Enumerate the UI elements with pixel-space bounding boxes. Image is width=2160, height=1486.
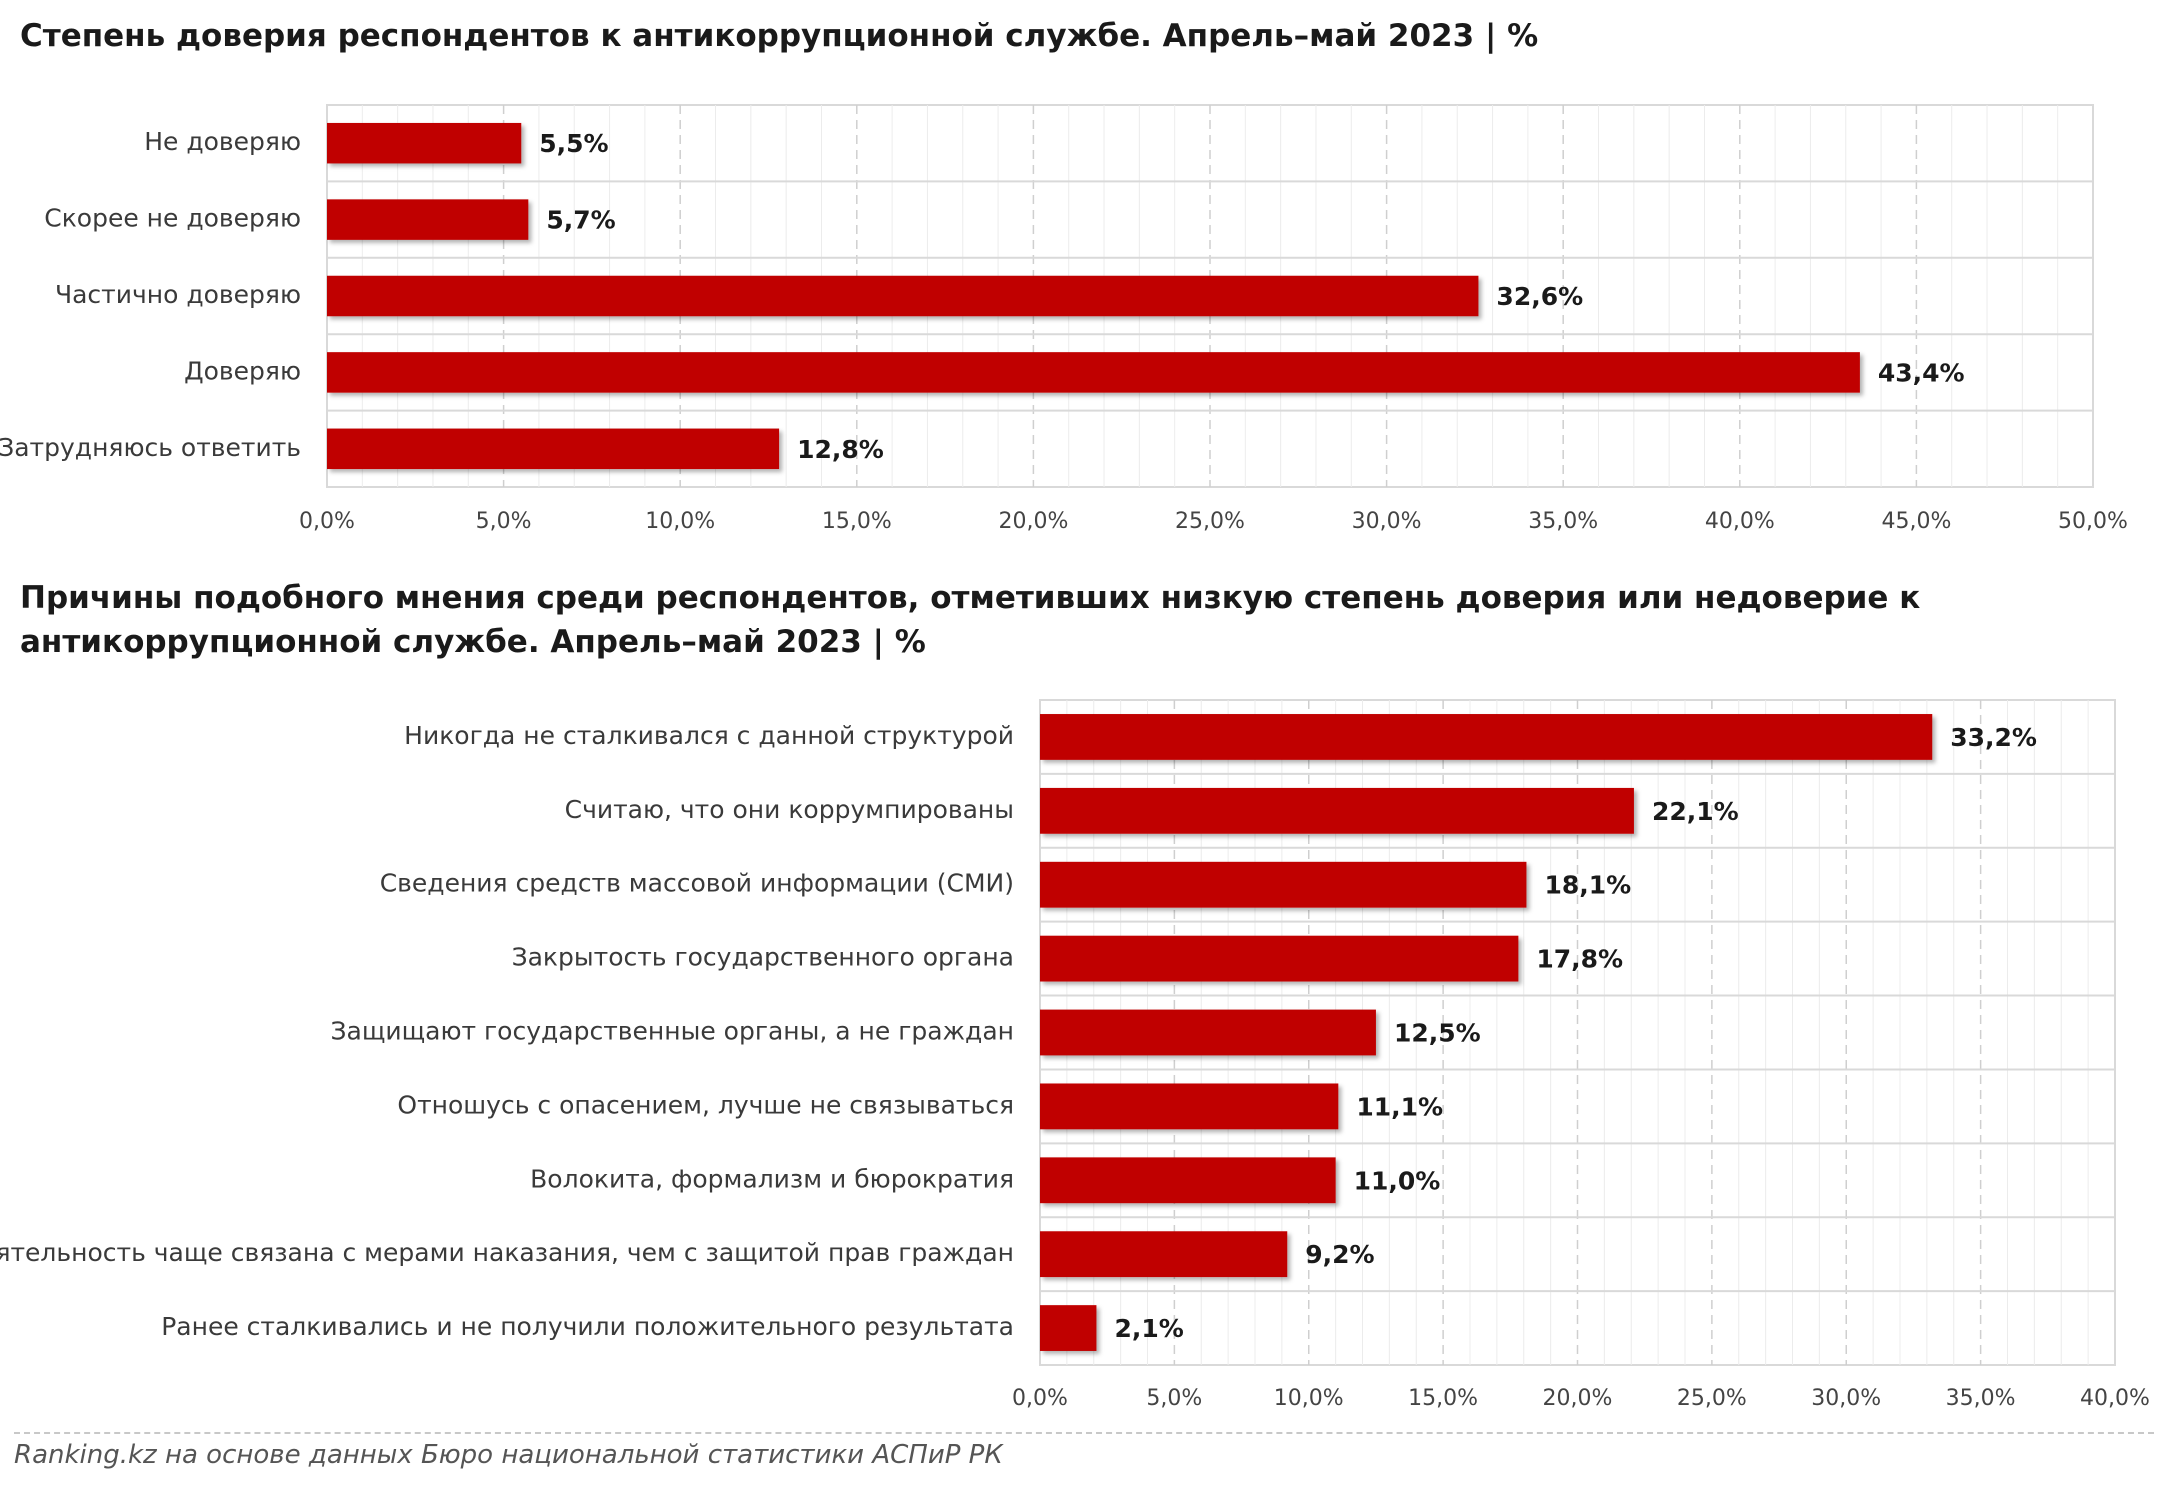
reasons-value-label: 33,2%	[1950, 723, 2037, 752]
reasons-tick-label: 20,0%	[1543, 1386, 1613, 1411]
reasons-category-label: Деятельность чаще связана с мерами наказ…	[0, 1238, 1014, 1267]
reasons-value-label: 22,1%	[1652, 797, 1739, 826]
reasons-category-label: Никогда не сталкивался с данной структур…	[404, 721, 1014, 750]
reasons-tick-label: 30,0%	[1811, 1386, 1881, 1411]
trust-tick-label: 5,0%	[476, 509, 532, 534]
trust-value-label: 5,5%	[539, 129, 608, 158]
reasons-bar	[1040, 861, 1527, 908]
reasons-chart: Никогда не сталкивался с данной структур…	[0, 699, 2150, 1411]
trust-bar	[327, 199, 529, 240]
reasons-value-label: 17,8%	[1536, 945, 1623, 974]
reasons-bar	[1040, 1083, 1339, 1130]
source-divider	[14, 1432, 2154, 1434]
trust-bar	[327, 428, 780, 470]
reasons-tick-label: 10,0%	[1274, 1386, 1344, 1411]
trust-bar	[327, 122, 522, 164]
reasons-category-label: Закрытость государственного органа	[512, 943, 1014, 972]
trust-category-label: Скорее не доверяю	[44, 204, 301, 233]
trust-category-label: Не доверяю	[144, 127, 301, 156]
reasons-tick-label: 0,0%	[1012, 1386, 1068, 1411]
reasons-category-label: Сведения средств массовой информации (СМ…	[380, 869, 1014, 898]
trust-value-label: 43,4%	[1878, 358, 1965, 387]
reasons-category-label: Считаю, что они коррумпированы	[565, 795, 1014, 824]
chart-title-reasons: Причины подобного мнения среди респонден…	[20, 580, 1921, 660]
reasons-value-label: 2,1%	[1114, 1314, 1183, 1343]
reasons-value-label: 9,2%	[1305, 1240, 1374, 1269]
trust-tick-label: 40,0%	[1705, 509, 1775, 534]
reasons-tick-label: 5,0%	[1146, 1386, 1202, 1411]
reasons-bar	[1040, 1157, 1336, 1204]
reasons-bar	[1040, 1305, 1097, 1351]
trust-category-label: Частично доверяю	[55, 280, 301, 309]
reasons-value-label: 12,5%	[1394, 1019, 1481, 1048]
reasons-category-label: Защищают государственные органы, а не гр…	[330, 1017, 1014, 1046]
trust-category-label: Доверяю	[184, 356, 301, 385]
reasons-category-label: Ранее сталкивались и не получили положит…	[161, 1312, 1014, 1341]
reasons-tick-label: 25,0%	[1677, 1386, 1747, 1411]
chart-title-trust: Степень доверия респондентов к антикорру…	[20, 18, 1539, 54]
trust-value-label: 32,6%	[1496, 282, 1583, 311]
reasons-category-label: Отношусь с опасением, лучше не связывать…	[397, 1090, 1014, 1119]
reasons-value-label: 18,1%	[1544, 871, 1631, 900]
trust-tick-label: 10,0%	[645, 509, 715, 534]
trust-tick-label: 35,0%	[1528, 509, 1598, 534]
reasons-tick-label: 35,0%	[1946, 1386, 2016, 1411]
trust-value-label: 5,7%	[546, 206, 615, 235]
trust-category-label: Затрудняюсь ответить	[0, 433, 301, 462]
reasons-bar	[1040, 1009, 1376, 1056]
reasons-tick-label: 15,0%	[1408, 1386, 1478, 1411]
reasons-category-label: Волокита, формализм и бюрократия	[530, 1164, 1014, 1193]
trust-chart: Не доверяю 5,5% Скорее не доверяю 5,7% Части…	[0, 104, 2128, 534]
reasons-bar	[1040, 714, 1933, 760]
trust-tick-label: 15,0%	[822, 509, 892, 534]
trust-bar	[327, 352, 1860, 393]
source-note: Ranking.kz на основе данных Бюро национа…	[14, 1440, 1003, 1470]
reasons-value-label: 11,1%	[1356, 1092, 1443, 1121]
trust-tick-label: 25,0%	[1175, 509, 1245, 534]
trust-tick-label: 0,0%	[299, 509, 355, 534]
reasons-bar	[1040, 787, 1634, 834]
reasons-value-label: 11,0%	[1354, 1166, 1441, 1195]
trust-tick-label: 45,0%	[1881, 509, 1951, 534]
trust-bar	[327, 275, 1479, 317]
reasons-bar	[1040, 1231, 1288, 1278]
trust-tick-label: 50,0%	[2058, 509, 2128, 534]
trust-value-label: 12,8%	[797, 435, 884, 464]
reasons-tick-label: 40,0%	[2080, 1386, 2150, 1411]
trust-tick-label: 30,0%	[1352, 509, 1422, 534]
trust-tick-label: 20,0%	[998, 509, 1068, 534]
reasons-bar	[1040, 935, 1519, 982]
